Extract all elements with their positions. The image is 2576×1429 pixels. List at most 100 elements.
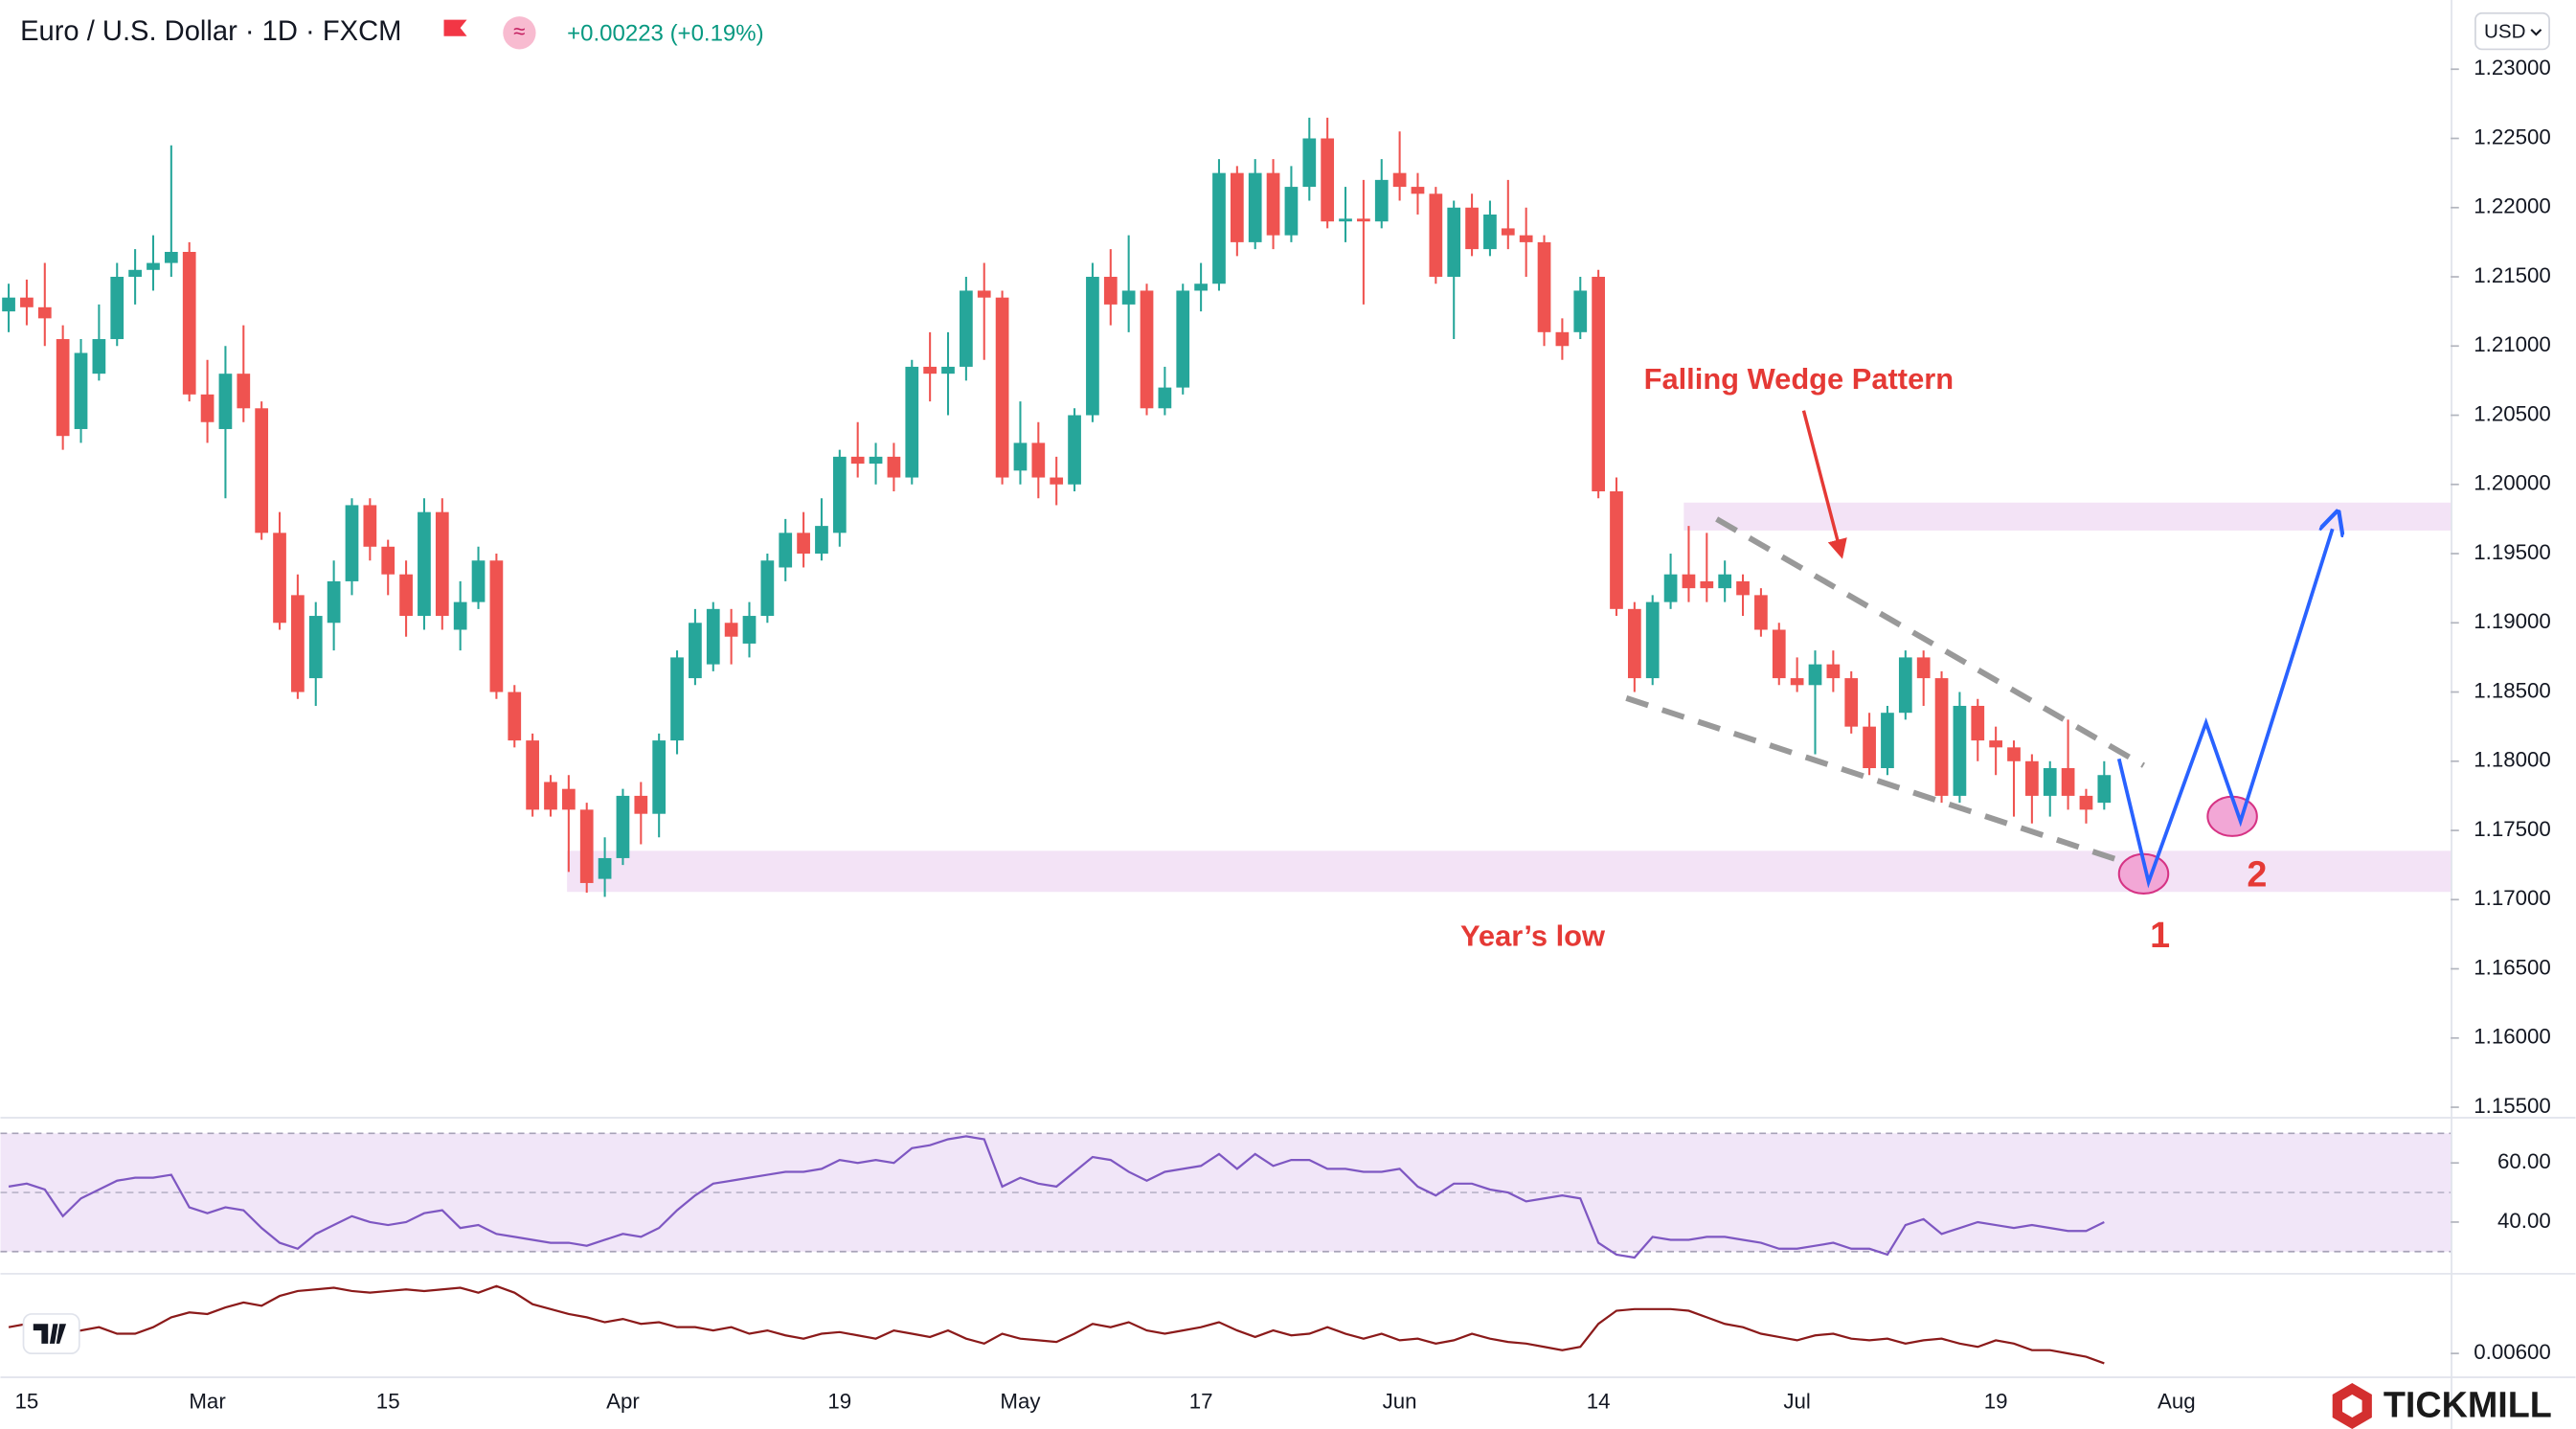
candle-body: [489, 560, 504, 692]
wedge-lower: [1625, 694, 2136, 869]
candle-body: [941, 366, 955, 374]
candle-body: [670, 657, 684, 741]
candle-body: [327, 580, 341, 624]
candle-body: [1682, 574, 1696, 589]
candle-body: [1140, 290, 1154, 409]
candle-body: [1050, 477, 1064, 485]
candle-body: [1863, 726, 1876, 769]
candle-body: [598, 857, 612, 879]
price-change: +0.00223 (+0.19%): [567, 20, 764, 46]
candle-body: [508, 692, 522, 741]
candle-body: [561, 788, 576, 810]
candle-body: [905, 366, 919, 478]
candle-body: [110, 277, 124, 340]
annotation-arrow: [1801, 410, 1847, 559]
candle-body: [1826, 664, 1841, 679]
candle-body: [706, 608, 720, 665]
candle-body: [815, 526, 828, 555]
y-tick-label: 1.21500: [2474, 263, 2551, 287]
candle-body: [255, 408, 269, 533]
plot: [2, 117, 2112, 1365]
candle-body: [1916, 657, 1931, 679]
candle-body: [308, 616, 323, 679]
candle-body: [74, 352, 88, 429]
candle-body: [1501, 228, 1515, 236]
symbol-title: Euro / U.S. Dollar · 1D · FXCM: [20, 16, 401, 47]
candle-body: [652, 740, 667, 814]
candle-body: [1230, 172, 1244, 242]
candle-body: [1086, 277, 1099, 416]
candle-body: [544, 782, 557, 810]
x-tick-label: 17: [1189, 1389, 1213, 1413]
candle-body: [1808, 664, 1822, 686]
y-tick-label: 1.20500: [2474, 401, 2551, 425]
candle-body: [1610, 490, 1623, 609]
candle-body: [779, 533, 793, 568]
candle-body: [1392, 172, 1407, 188]
y-tick-label: 60.00: [2497, 1149, 2551, 1173]
candle-body: [1700, 580, 1714, 589]
candle-body: [869, 456, 883, 465]
candle-body: [363, 505, 377, 547]
candle-body: [381, 546, 395, 575]
candle-body: [237, 374, 251, 409]
candle-body: [1411, 187, 1425, 194]
brand-name: TICKMILL: [2384, 1385, 2552, 1425]
y-tick-label: 0.00600: [2474, 1340, 2551, 1364]
candle-body: [887, 456, 901, 478]
y-tick-label: 1.19500: [2474, 540, 2551, 564]
currency-button[interactable]: [2474, 11, 2550, 51]
candle-body: [273, 533, 286, 624]
candle-body: [56, 339, 70, 437]
candle-body: [1736, 580, 1750, 596]
candle-body: [995, 297, 1009, 478]
candle-body: [1754, 595, 1768, 630]
candle-body: [399, 574, 413, 617]
y-tick-label: 1.17500: [2474, 817, 2551, 841]
candle-body: [760, 560, 775, 617]
candle-body: [797, 533, 810, 555]
candle-body: [1447, 207, 1461, 278]
candle-body: [1934, 678, 1949, 796]
candle-body: [1953, 705, 1967, 796]
currency-label[interactable]: USD: [2484, 21, 2525, 43]
candle-body: [2097, 775, 2112, 804]
candle-body: [1121, 290, 1136, 305]
candle-body: [1068, 415, 1081, 485]
candle-body: [1573, 290, 1588, 332]
candle-body: [1429, 193, 1443, 278]
candle-body: [92, 339, 106, 374]
candle-body: [200, 394, 215, 422]
x-tick-label: 14: [1587, 1389, 1611, 1413]
candle-body: [742, 616, 757, 644]
candle-body: [418, 511, 431, 617]
x-tick-label: May: [1000, 1389, 1041, 1413]
x-tick-label: Jul: [1783, 1389, 1810, 1413]
annotation: 2: [2247, 854, 2267, 895]
y-tick-label: 1.16000: [2474, 1025, 2551, 1049]
candle-body: [1194, 284, 1208, 291]
x-tick-label: Jun: [1383, 1389, 1417, 1413]
y-tick-label: 1.18500: [2474, 678, 2551, 702]
y-tick-label: 1.17000: [2474, 886, 2551, 910]
y-tick-label: 40.00: [2497, 1209, 2551, 1233]
y-tick-label: 1.15500: [2474, 1094, 2551, 1118]
candle-body: [182, 252, 196, 395]
candle-body: [1284, 187, 1299, 236]
candle-body: [1339, 218, 1352, 222]
candle-body: [2061, 768, 2075, 796]
candle-body: [1321, 138, 1335, 222]
candle-body: [1266, 172, 1280, 236]
tv-logo-mark: [33, 1324, 67, 1344]
candle-body: [1465, 207, 1479, 250]
y-tick-label: 1.18000: [2474, 748, 2551, 772]
indicator-line: [8, 1284, 2105, 1365]
candle-body: [1881, 713, 1894, 769]
candle-body: [526, 740, 539, 810]
candle-body: [164, 252, 178, 263]
candle-body: [1176, 290, 1190, 388]
candle-body: [20, 297, 34, 307]
candle-body: [345, 505, 359, 581]
x-tick-label: 15: [15, 1389, 39, 1413]
annotation: 1: [2150, 915, 2170, 955]
